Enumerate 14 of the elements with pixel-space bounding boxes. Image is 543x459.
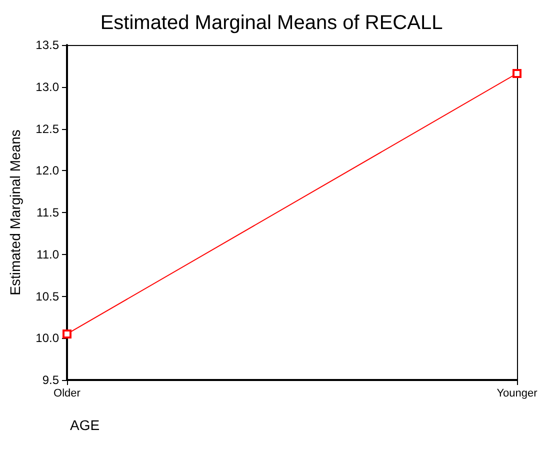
y-tick-label: 11.0: [36, 247, 60, 262]
y-tick-label: 13.5: [36, 38, 60, 52]
y-tick-label: 13.0: [36, 80, 60, 94]
y-tick-label: 10.5: [36, 289, 60, 304]
y-tick-label: 12.5: [36, 122, 60, 136]
x-tick-label: Younger: [496, 388, 538, 400]
y-tick-label: 10.0: [36, 331, 60, 346]
chart-title: Estimated Marginal Means of RECALL: [100, 12, 443, 34]
y-tick-label: 11.5: [36, 206, 60, 220]
x-tick-label: Older: [54, 388, 81, 400]
x-axis-title: AGE: [70, 417, 100, 433]
y-axis-title: Estimated Marginal Means: [7, 130, 23, 296]
y-tick-label: 9.5: [42, 373, 60, 387]
y-tick-label: 12.0: [36, 164, 60, 178]
